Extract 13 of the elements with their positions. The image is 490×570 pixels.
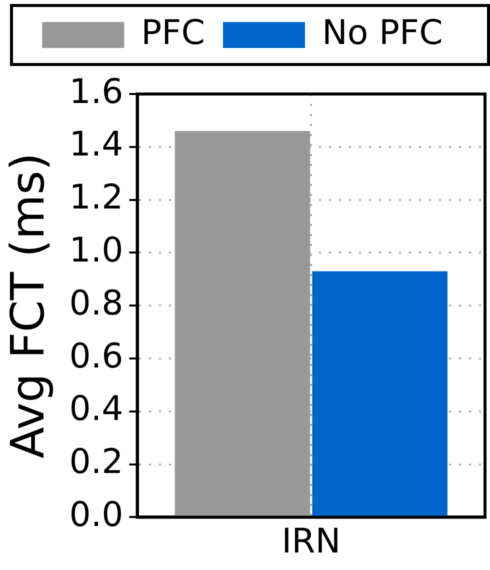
y-tick-label: 0.4 xyxy=(69,389,124,430)
legend-label: PFC xyxy=(141,12,205,53)
y-tick-label: 1.2 xyxy=(69,178,124,218)
y-tick-label: 0.8 xyxy=(69,283,124,324)
legend-label: No PFC xyxy=(322,12,443,53)
y-tick-label: 1.6 xyxy=(69,72,124,112)
y-tick-label: 0.2 xyxy=(69,442,124,482)
y-tick-label: 1.0 xyxy=(69,230,124,271)
x-tick-label: IRN xyxy=(282,521,341,562)
y-tick-label: 1.4 xyxy=(69,124,124,165)
y-tick-label: 0.0 xyxy=(69,495,124,536)
y-axis-title: Avg FCT (ms) xyxy=(0,152,55,458)
y-tick-label: 0.6 xyxy=(69,336,124,376)
